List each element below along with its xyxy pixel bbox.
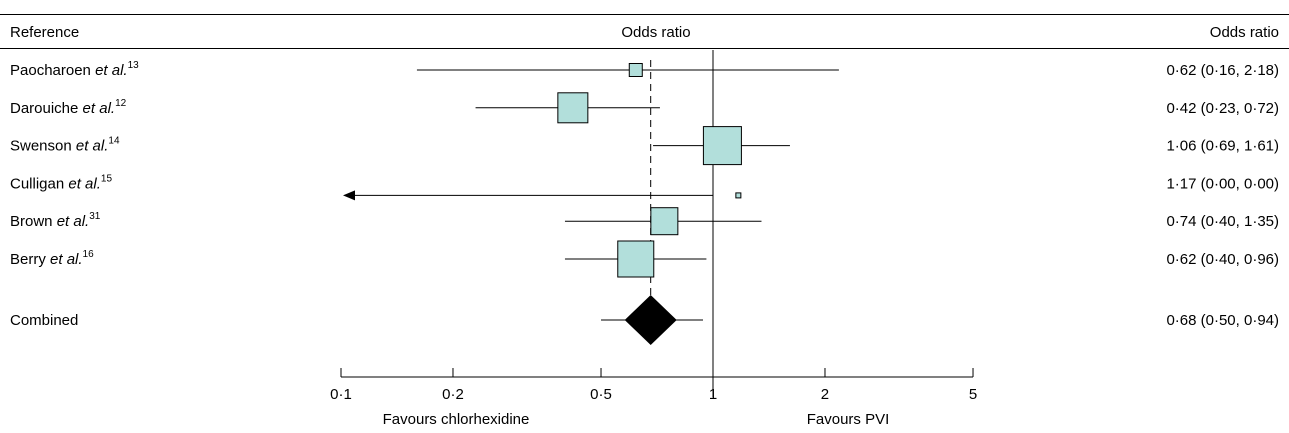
x-tick-label: 0·2 (442, 386, 464, 403)
study-etal: et al. (57, 213, 90, 230)
study-box (702, 126, 742, 166)
study-label: Swenson et al.14 (10, 136, 120, 155)
study-name: Brown (10, 213, 57, 230)
x-tick-label: 5 (969, 386, 977, 403)
study-box (650, 207, 679, 236)
study-box (735, 192, 742, 199)
study-ref: 13 (128, 60, 140, 71)
study-or-value: 0·42 (0·23, 0·72) (1166, 100, 1279, 117)
header-reference: Reference (10, 24, 79, 41)
study-name: Culligan (10, 175, 68, 192)
combined-label: Combined (10, 312, 78, 329)
study-ref: 15 (101, 173, 113, 184)
x-tick-label: 1 (709, 386, 717, 403)
study-ref: 16 (83, 249, 95, 260)
study-box (628, 63, 643, 77)
study-label: Paocharoen et al.13 (10, 60, 139, 79)
study-etal: et al. (76, 138, 109, 155)
x-axis: 0·1 0·2 0·5 1 2 5 (330, 368, 977, 403)
favours-right-label: Favours PVI (807, 411, 890, 428)
study-or-value: 0·62 (0·40, 0·96) (1166, 251, 1279, 268)
study-or-value: 1·06 (0·69, 1·61) (1166, 138, 1279, 155)
header-odds-ratio-right: Odds ratio (1210, 24, 1279, 41)
study-box (557, 92, 589, 124)
study-name: Darouiche (10, 100, 83, 117)
ci-arrow-left (343, 190, 355, 201)
study-or-value: 1·17 (0·00, 0·00) (1166, 175, 1279, 192)
header-odds-ratio-center: Odds ratio (621, 24, 690, 41)
study-ref: 14 (108, 136, 120, 147)
study-rows: Paocharoen et al.13 0·62 (0·16, 2·18)Daro… (10, 60, 1279, 329)
study-or-value: 0·74 (0·40, 1·35) (1166, 213, 1279, 230)
study-label: Culligan et al.15 (10, 173, 112, 192)
x-tick-label: 0·5 (590, 386, 612, 403)
study-or-value: 0·62 (0·16, 2·18) (1166, 62, 1279, 79)
x-tick-label: 0·1 (330, 386, 352, 403)
study-ref: 12 (115, 98, 127, 109)
study-etal: et al. (95, 62, 128, 79)
study-name: Paocharoen (10, 62, 95, 79)
study-etal: et al. (50, 251, 83, 268)
study-box (617, 240, 655, 278)
combined-diamond (624, 295, 677, 345)
favours-left-label: Favours chlorhexidine (383, 411, 530, 428)
study-label: Brown et al.31 (10, 211, 101, 230)
study-label: Berry et al.16 (10, 249, 94, 268)
study-etal: et al. (83, 100, 116, 117)
study-ref: 31 (89, 211, 101, 222)
study-label: Darouiche et al.12 (10, 98, 127, 117)
x-tick-label: 2 (821, 386, 829, 403)
study-etal: et al. (68, 175, 101, 192)
chart-marks (343, 50, 839, 397)
combined-or-value: 0·68 (0·50, 0·94) (1166, 312, 1279, 329)
study-name: Swenson (10, 138, 76, 155)
study-name: Berry (10, 251, 50, 268)
